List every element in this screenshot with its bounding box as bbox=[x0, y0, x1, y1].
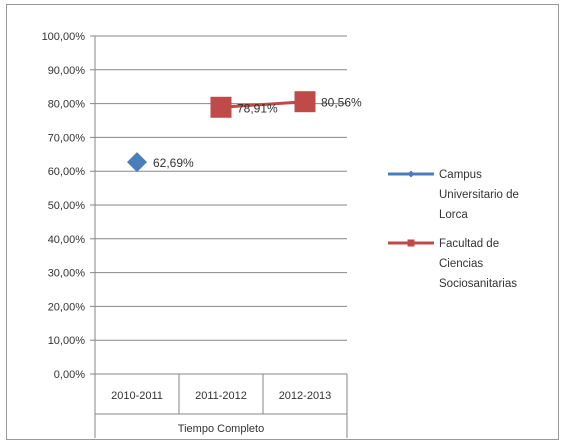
x-category-label: 2011-2012 bbox=[195, 390, 247, 402]
y-tick-label: 20,00% bbox=[48, 301, 86, 313]
y-tick-label: 40,00% bbox=[48, 234, 86, 246]
y-tick-label: 60,00% bbox=[48, 166, 86, 178]
y-tick-label: 100,00% bbox=[42, 31, 86, 43]
line-chart: 0,00% 10,00% 20,00% 30,00% 40,00% 50,00% 60,00… bbox=[42, 31, 519, 438]
y-tick-label: 0,00% bbox=[54, 369, 85, 381]
data-label: 78,91% bbox=[237, 101, 278, 115]
y-tick-label: 10,00% bbox=[48, 335, 86, 347]
y-tick-label: 90,00% bbox=[48, 65, 86, 77]
data-label: 80,56% bbox=[321, 96, 362, 110]
x-category-label: 2010-2011 bbox=[111, 390, 163, 402]
legend-entry-text: Lorca bbox=[439, 209, 468, 221]
data-point bbox=[210, 96, 232, 118]
data-label: 62,69% bbox=[153, 156, 194, 170]
x-category-label: 2012-2013 bbox=[279, 390, 332, 402]
y-tick-label: 80,00% bbox=[48, 99, 86, 111]
data-point bbox=[127, 152, 147, 173]
legend-swatch-marker bbox=[407, 239, 415, 247]
legend-entry-text: Universitario de bbox=[439, 189, 519, 201]
chart-frame: 0,00% 10,00% 20,00% 30,00% 40,00% 50,00% 60,00… bbox=[6, 4, 559, 440]
data-point bbox=[294, 91, 316, 113]
y-tick-label: 30,00% bbox=[48, 268, 86, 280]
legend-entry-text: Facultad de bbox=[439, 238, 499, 250]
legend-entry-text: Ciencias bbox=[439, 258, 483, 270]
legend-entry-text: Sociosanitarias bbox=[439, 278, 517, 290]
y-tick-label: 70,00% bbox=[48, 132, 86, 144]
series-line bbox=[220, 100, 306, 109]
legend-entry-text: Campus bbox=[439, 169, 482, 181]
legend-swatch-marker bbox=[407, 170, 415, 178]
x-axis-group-label: Tiempo Completo bbox=[178, 423, 264, 435]
y-tick-label: 50,00% bbox=[48, 200, 86, 212]
